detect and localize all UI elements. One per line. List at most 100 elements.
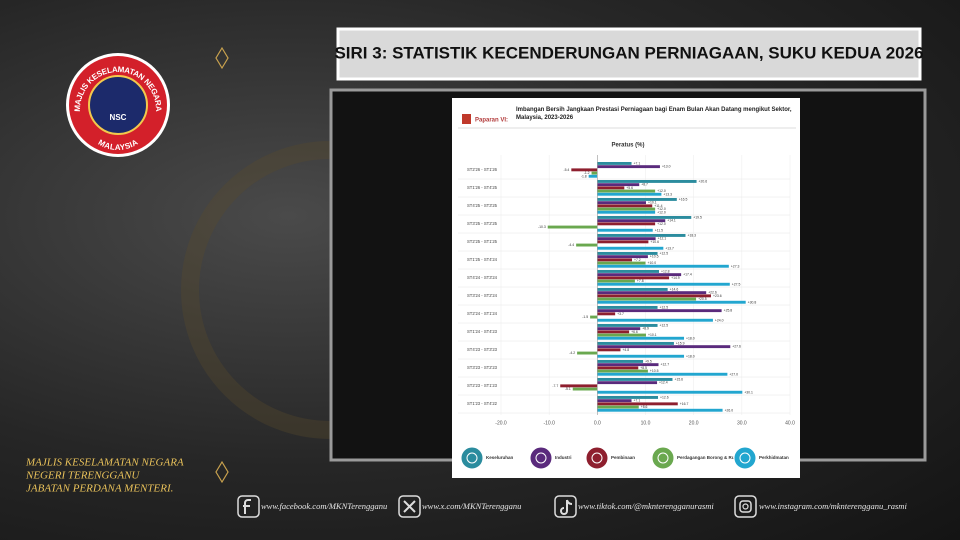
bar	[597, 276, 670, 280]
logo-center-text: NSC	[110, 113, 127, 122]
y-tick-label: ST1'25 - ST4'24	[467, 257, 498, 262]
value-label: +10.5	[650, 369, 659, 373]
chart-title-box: Imbangan Bersih Jangkaan Prestasi Pernia…	[516, 107, 792, 121]
x-tick-label: 30.0	[737, 420, 747, 426]
ornament	[215, 46, 229, 484]
legend-icon	[657, 452, 669, 464]
value-label: -7.7	[552, 384, 558, 388]
value-label: +20.5	[698, 297, 707, 301]
tiktok-glyph	[560, 499, 573, 515]
social-link: www.x.com/MKNTerengganu	[422, 501, 521, 511]
value-label: +30.8	[748, 300, 757, 304]
value-label: +6.6	[631, 330, 638, 334]
bar	[597, 372, 728, 376]
value-label: +5.6	[626, 186, 633, 190]
legend-label: Pembinaan	[611, 455, 635, 460]
y-tick-label: ST1'23 - ST4'22	[467, 401, 498, 406]
bar	[597, 408, 723, 412]
value-label: +7.8	[637, 279, 644, 283]
value-label: +8.6	[641, 405, 648, 409]
value-label: +8.7	[641, 183, 648, 187]
value-label: +18.0	[686, 336, 695, 340]
bar	[597, 198, 677, 201]
banner-text: SIRI 3: STATISTIK KECENDERUNGAN PERNIAGA…	[334, 43, 923, 62]
bar	[591, 171, 598, 175]
value-label: +24.0	[715, 318, 724, 322]
x-tick-label: 0.0	[594, 420, 601, 426]
legend-icon	[591, 452, 603, 464]
bar	[597, 294, 712, 298]
bar	[597, 180, 697, 183]
bar	[597, 327, 641, 331]
bar	[597, 186, 625, 190]
bar	[597, 399, 632, 403]
value-label: +8.9	[642, 327, 649, 331]
value-label: +26.0	[725, 408, 734, 412]
legend-label: Keseluruhan	[486, 455, 514, 460]
agency-line: NEGERI TERENGGANU	[25, 470, 140, 482]
facebook-icon	[237, 495, 260, 518]
y-tick-label: ST3'24 - ST2'24	[467, 293, 498, 298]
bar	[597, 222, 656, 226]
social-link: www.instagram.com/mknterengganu_rasmi	[759, 501, 907, 511]
bar	[597, 324, 658, 327]
bar	[597, 297, 697, 301]
bar	[597, 279, 635, 283]
value-label: +20.6	[699, 179, 708, 183]
y-tick-label: ST2'25 - ST1'25	[467, 239, 498, 244]
bar	[597, 300, 746, 304]
value-label: +27.6	[732, 345, 741, 349]
value-label: +3.7	[617, 312, 624, 316]
value-label: +10.0	[648, 261, 657, 265]
x-icon	[398, 495, 421, 518]
y-tick-label: ST4'23 - ST3'23	[467, 347, 498, 352]
value-label: +11.4	[654, 204, 662, 208]
logo-bottom-text: MALAYSIA	[97, 138, 140, 152]
facebook-glyph	[243, 499, 251, 514]
bar	[572, 387, 598, 391]
bar	[597, 210, 656, 214]
y-tick-label: ST4'25 - ST3'25	[467, 203, 498, 208]
bar	[597, 405, 639, 409]
value-label: +12.7	[661, 363, 670, 367]
value-label: +10.5	[650, 255, 659, 259]
legend-swatch	[529, 446, 553, 470]
social-icons	[237, 495, 757, 518]
x-tick-label: -20.0	[495, 420, 507, 426]
bar	[597, 204, 653, 208]
tiktok-icon	[554, 495, 577, 518]
value-label: +12.4	[659, 381, 668, 385]
bar	[597, 282, 730, 286]
value-label: +10.1	[648, 201, 657, 205]
value-label: +16.5	[679, 197, 688, 201]
value-label: +13.7	[665, 246, 674, 250]
value-label: +12.8	[661, 269, 670, 273]
value-label: +25.8	[724, 309, 733, 313]
value-label: -1.5	[582, 315, 588, 319]
bar	[597, 363, 659, 367]
social-link: www.facebook.com/MKNTerengganu	[261, 501, 387, 511]
value-label: +7.1	[634, 161, 641, 165]
bar	[597, 333, 646, 337]
value-label: +17.4	[683, 273, 692, 277]
bar	[597, 192, 662, 196]
bar	[597, 162, 632, 165]
bar	[597, 183, 640, 187]
bar	[597, 354, 685, 358]
value-label: +12.1	[658, 237, 667, 241]
value-label: +13.0	[662, 165, 671, 169]
agency-line: MAJLIS KESELAMATAN NEGARA	[25, 457, 184, 469]
bar	[597, 396, 659, 399]
value-label: +12.5	[660, 251, 669, 255]
bar	[597, 390, 743, 394]
legend-swatch	[460, 446, 484, 470]
bar	[597, 246, 664, 250]
bar	[597, 261, 646, 265]
value-label: +16.7	[680, 402, 689, 406]
bar	[590, 315, 598, 319]
value-label: +10.6	[650, 240, 659, 244]
y-tick-label: ST1'26 - ST4'25	[467, 185, 498, 190]
bar	[547, 225, 598, 229]
value-label: +9.5	[645, 359, 652, 363]
